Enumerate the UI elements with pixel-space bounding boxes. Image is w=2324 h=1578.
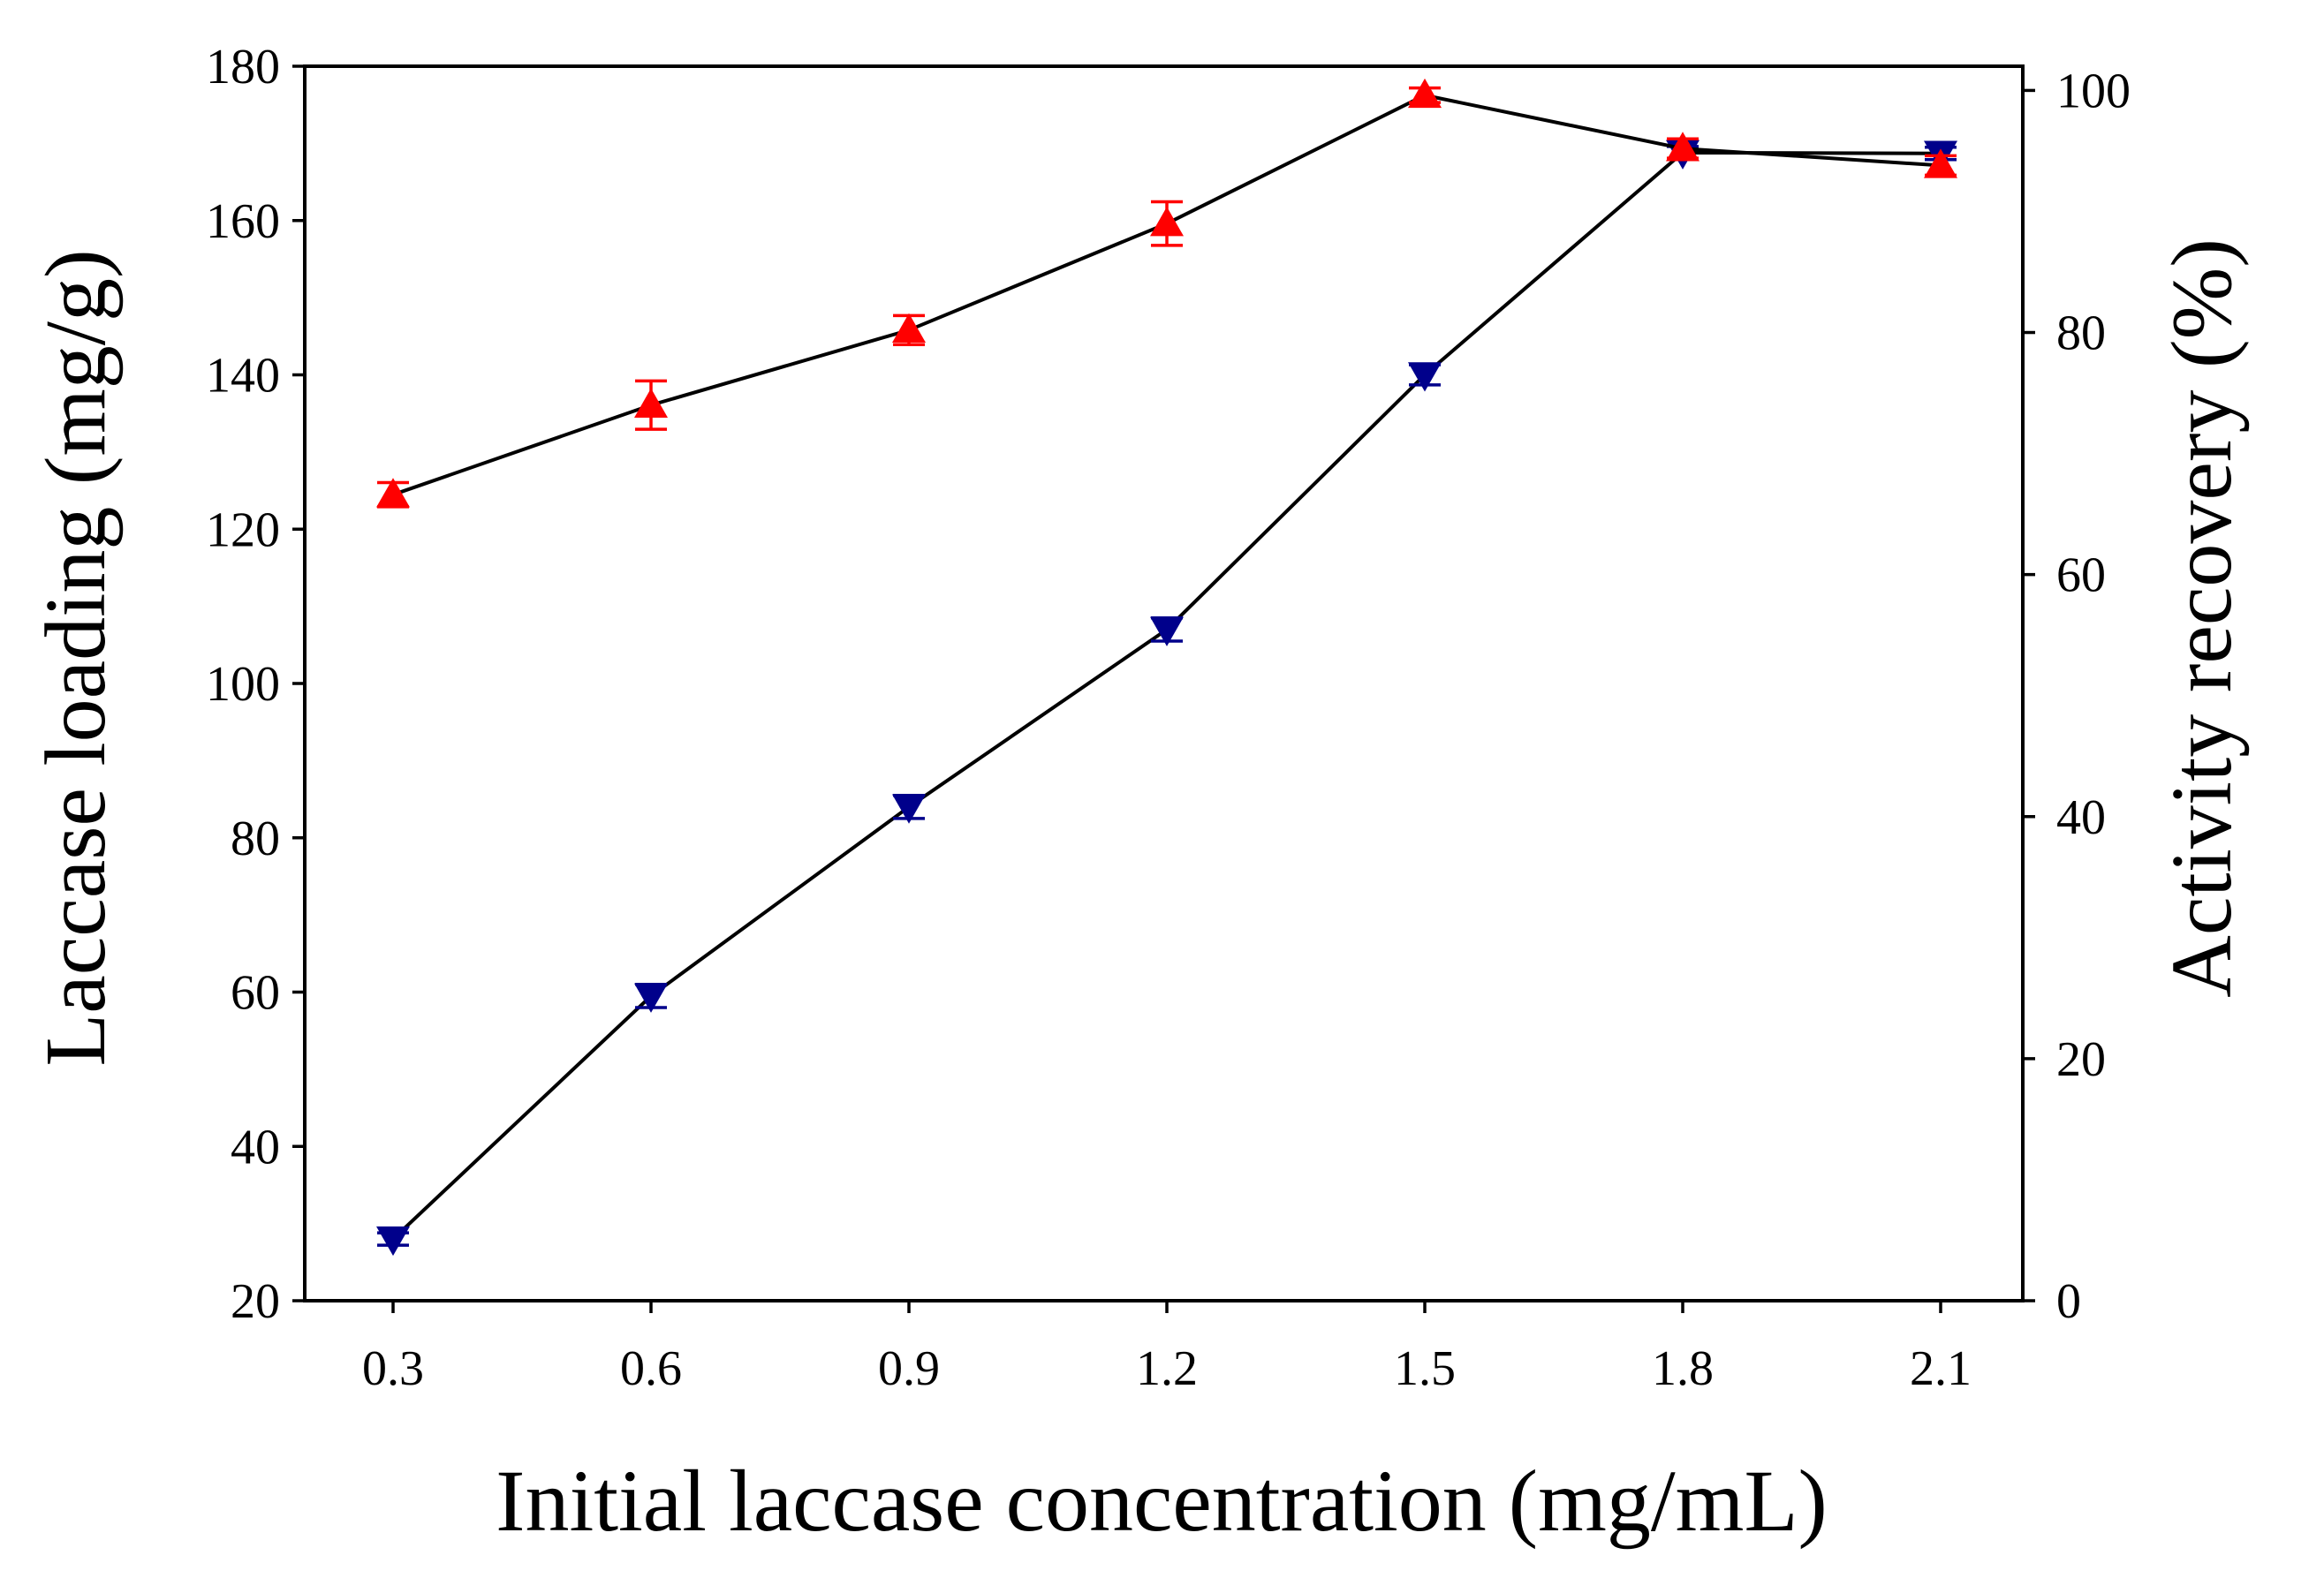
x-tick-label-1.2: 1.2 bbox=[1136, 1341, 1198, 1396]
data-point-activity-recovery-1 bbox=[634, 388, 668, 419]
x-axis-title: Initial laccase concentration (mg/mL) bbox=[496, 1452, 1828, 1550]
y-axis-right: 0 20 40 60 80 100 bbox=[2023, 64, 2131, 1329]
data-point-laccase-loading-3 bbox=[1150, 616, 1184, 646]
data-point-laccase-loading-2 bbox=[892, 794, 926, 824]
x-axis: 0.3 0.6 0.9 1.2 1.5 1.8 2.1 bbox=[362, 1301, 1972, 1396]
y-left-tick-label-160: 160 bbox=[206, 194, 280, 249]
y-right-tick-label-40: 40 bbox=[2056, 790, 2106, 845]
y-right-tick-label-100: 100 bbox=[2056, 64, 2131, 118]
y-right-tick-label-0: 0 bbox=[2056, 1274, 2081, 1329]
y-axis-title-left: Laccase loading (mg/g) bbox=[28, 249, 124, 1066]
y-left-tick-label-80: 80 bbox=[231, 812, 280, 866]
data-point-activity-recovery-4 bbox=[1408, 78, 1442, 109]
x-tick-label-0.9: 0.9 bbox=[878, 1341, 940, 1396]
y-left-tick-label-120: 120 bbox=[206, 502, 280, 557]
y-left-tick-label-60: 60 bbox=[231, 966, 280, 1021]
x-tick-label-2.1: 2.1 bbox=[1910, 1341, 1972, 1396]
y-axis-title-right: Activity recovery (%) bbox=[2154, 238, 2250, 998]
data-point-laccase-loading-1 bbox=[634, 983, 668, 1013]
x-tick-label-1.8: 1.8 bbox=[1652, 1341, 1714, 1396]
data-point-activity-recovery-2 bbox=[892, 313, 926, 344]
y-left-tick-label-20: 20 bbox=[231, 1274, 280, 1329]
y-right-tick-label-80: 80 bbox=[2056, 306, 2106, 361]
series-activity-recovery bbox=[376, 78, 1957, 509]
data-point-laccase-loading-4 bbox=[1408, 362, 1442, 392]
data-point-activity-recovery-0 bbox=[376, 478, 410, 508]
series-layer bbox=[376, 78, 1957, 1257]
x-tick-label-1.5: 1.5 bbox=[1394, 1341, 1456, 1396]
data-point-activity-recovery-6 bbox=[1924, 148, 1957, 178]
data-point-activity-recovery-3 bbox=[1150, 207, 1184, 237]
y-right-tick-label-60: 60 bbox=[2056, 548, 2106, 603]
data-point-activity-recovery-5 bbox=[1666, 132, 1699, 162]
y-left-tick-label-140: 140 bbox=[206, 349, 280, 404]
data-point-laccase-loading-0 bbox=[376, 1226, 410, 1257]
y-left-tick-label-100: 100 bbox=[206, 657, 280, 712]
x-tick-label-0.3: 0.3 bbox=[362, 1341, 424, 1396]
y-left-tick-label-180: 180 bbox=[206, 40, 280, 94]
x-tick-label-0.6: 0.6 bbox=[620, 1341, 682, 1396]
y-right-tick-label-20: 20 bbox=[2056, 1032, 2106, 1087]
y-axis-left: 20 40 60 80 100 120 140 160 180 bbox=[206, 40, 305, 1329]
y-left-tick-label-40: 40 bbox=[231, 1120, 280, 1174]
